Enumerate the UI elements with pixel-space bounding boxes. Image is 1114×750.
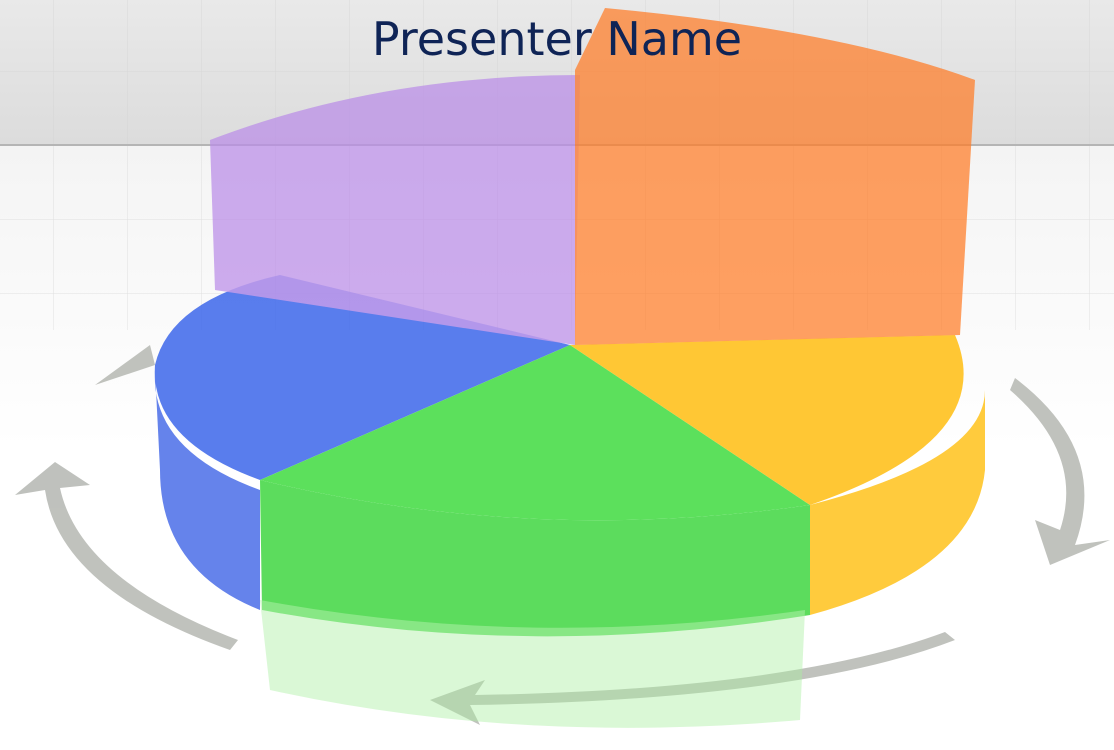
arrows	[15, 345, 1110, 725]
presenter-name: Presenter Name	[371, 12, 743, 66]
pie-illustration	[154, 8, 985, 728]
